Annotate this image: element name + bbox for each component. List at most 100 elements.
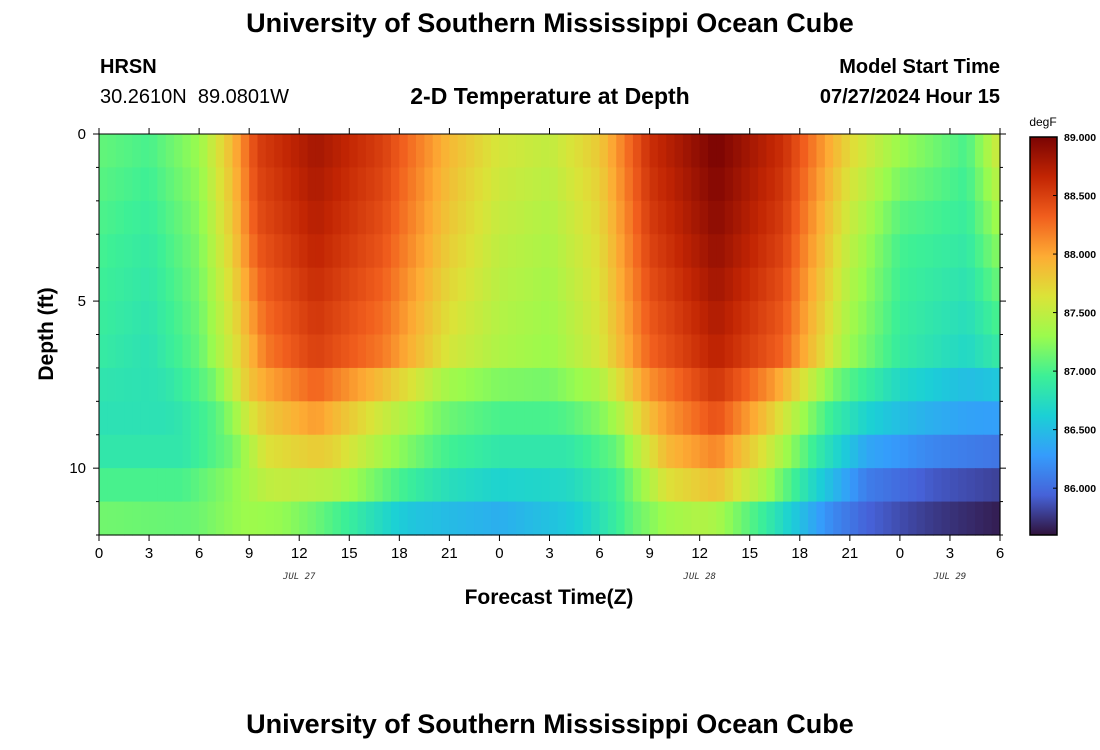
heatmap-cell [774, 267, 784, 302]
heatmap-cell [140, 134, 150, 169]
heatmap-cell [365, 134, 375, 169]
heatmap-cell [833, 334, 843, 369]
heatmap-cell [140, 501, 150, 536]
heatmap-cell [941, 134, 951, 169]
heatmap-cell [758, 134, 767, 169]
heatmap-cell [858, 434, 868, 469]
heatmap-cell [249, 134, 259, 169]
x-tick-label: 0 [896, 545, 904, 562]
heatmap-cell [524, 267, 534, 302]
heatmap-cell [674, 468, 684, 503]
heatmap-cell [115, 367, 125, 402]
heatmap-cell [883, 267, 893, 302]
heatmap-cell [432, 468, 442, 503]
heatmap-cell [616, 267, 626, 302]
heatmap-cell [457, 234, 467, 269]
heatmap-cell [390, 267, 400, 302]
heatmap-cell [774, 234, 784, 269]
heatmap-cell [390, 200, 400, 235]
heatmap-cell [457, 134, 467, 169]
heatmap-cell [165, 367, 175, 402]
heatmap-cell [691, 334, 701, 369]
heatmap-cell [649, 134, 659, 169]
heatmap-cell [624, 501, 634, 536]
heatmap-cell [632, 367, 642, 402]
heatmap-cell [924, 167, 934, 202]
heatmap-cell [599, 234, 609, 269]
heatmap-cell [240, 267, 250, 302]
heatmap-cell [766, 401, 776, 436]
heatmap-cell [140, 401, 150, 436]
heatmap-cell [374, 468, 384, 503]
heatmap-cell [249, 267, 259, 302]
heatmap-cell [958, 334, 968, 369]
heatmap-cell [499, 367, 509, 402]
heatmap-cell [365, 501, 375, 536]
heatmap-cell [941, 200, 951, 235]
heatmap-cell [332, 200, 342, 235]
heatmap-cell [157, 401, 167, 436]
heatmap-cell [474, 234, 484, 269]
heatmap-cell [132, 167, 142, 202]
x-tick-label: 6 [595, 545, 603, 562]
heatmap-cell [849, 200, 859, 235]
heatmap-cell [632, 301, 642, 336]
heatmap-cell [758, 501, 767, 536]
heatmap-cell [849, 167, 859, 202]
heatmap-cell [849, 301, 859, 336]
heatmap-cell [499, 167, 509, 202]
heatmap-cell [265, 267, 275, 302]
heatmap-cell [666, 501, 676, 536]
heatmap-cell [149, 367, 158, 402]
heatmap-cell [432, 267, 442, 302]
heatmap-cell [749, 200, 759, 235]
heatmap-cell [374, 401, 384, 436]
heatmap-cell [474, 434, 484, 469]
heatmap-cell [758, 334, 767, 369]
heatmap-cell [899, 367, 909, 402]
heatmap-cell [215, 167, 225, 202]
heatmap-cell [399, 401, 409, 436]
heatmap-cell [599, 200, 609, 235]
heatmap-cell [674, 167, 684, 202]
heatmap-cell [416, 401, 425, 436]
heatmap-cell [741, 501, 751, 536]
heatmap-cell [124, 501, 133, 536]
heatmap-cell [240, 401, 250, 436]
heatmap-cell [791, 200, 801, 235]
heatmap-cell [582, 134, 592, 169]
heatmap-cell [457, 200, 467, 235]
heatmap-cell [182, 401, 192, 436]
heatmap-cell [749, 301, 759, 336]
heatmap-cell [949, 401, 959, 436]
heatmap-cell [441, 468, 450, 503]
heatmap-cell [115, 134, 125, 169]
heatmap-cell [99, 134, 108, 169]
heatmap-cell [833, 501, 843, 536]
heatmap-cell [557, 167, 567, 202]
heatmap-cell [974, 167, 984, 202]
heatmap-cell [290, 334, 300, 369]
heatmap-cell [491, 367, 501, 402]
heatmap-cell [666, 200, 676, 235]
heatmap-cell [457, 401, 467, 436]
heatmap-cell [149, 134, 158, 169]
heatmap-cell [816, 200, 826, 235]
heatmap-cell [257, 134, 267, 169]
heatmap-cell [374, 367, 384, 402]
heatmap-cell [716, 501, 726, 536]
heatmap-cell [407, 334, 417, 369]
heatmap-cell [432, 234, 442, 269]
heatmap-cell [416, 301, 425, 336]
heatmap-cell [424, 401, 434, 436]
heatmap-cell [624, 267, 634, 302]
heatmap-cell [808, 434, 818, 469]
heatmap-cell [365, 334, 375, 369]
heatmap-cell [265, 234, 275, 269]
x-tick-label: 6 [996, 545, 1004, 562]
heatmap-cell [708, 200, 717, 235]
heatmap-cell [599, 334, 609, 369]
heatmap-cell [758, 367, 767, 402]
heatmap-cell [616, 200, 626, 235]
heatmap-cell [290, 200, 300, 235]
